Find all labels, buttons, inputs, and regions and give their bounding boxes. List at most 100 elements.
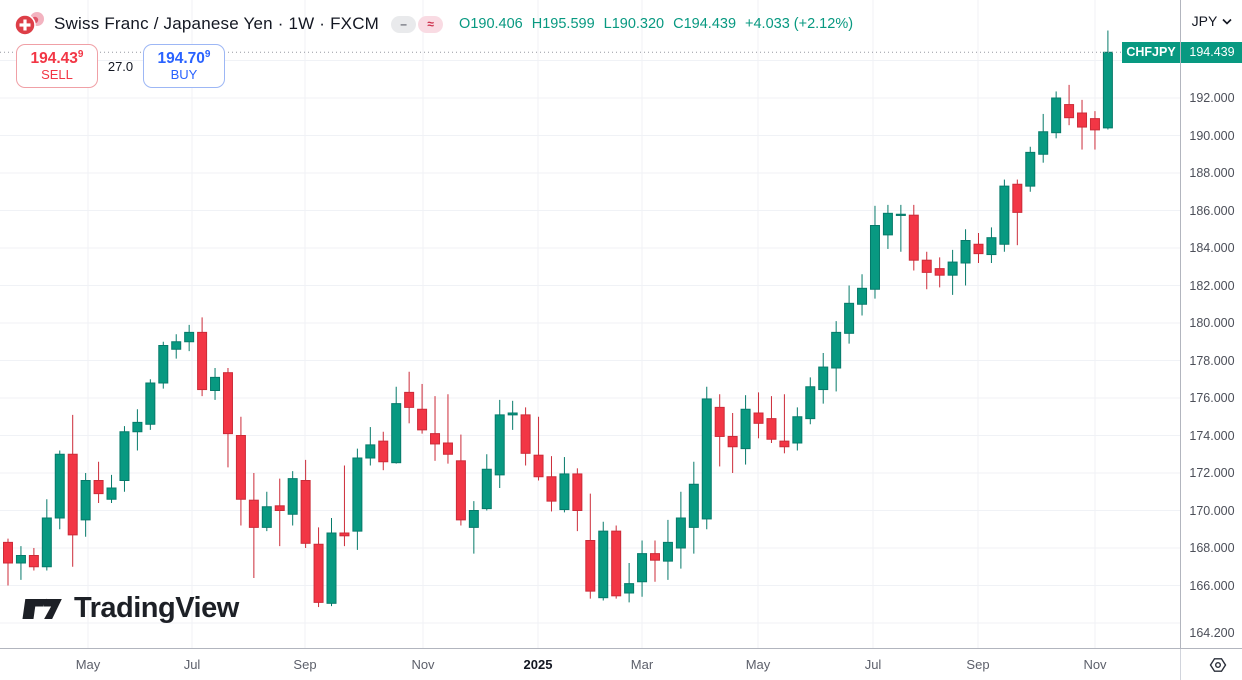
candle-body [261, 506, 272, 528]
buy-label: BUY [170, 67, 198, 83]
low-value: L190.320 [603, 16, 665, 32]
price-tick-label: 178.000 [1189, 353, 1235, 368]
price-tick-label: 190.000 [1189, 128, 1235, 143]
candle-body [442, 442, 453, 455]
candle-body [585, 540, 596, 592]
candle-body [339, 532, 350, 537]
price-tick-label: 174.000 [1189, 428, 1235, 443]
candle-body [248, 499, 259, 528]
price-axis[interactable]: JPY 192.000 190.000 188.000 186.000 184.000 1… [1180, 0, 1242, 648]
candle-body [507, 412, 518, 416]
candle-body [481, 468, 492, 510]
candle-body [313, 543, 324, 603]
candle-body [1038, 131, 1049, 155]
open-value: O190.406 [459, 16, 523, 32]
candle-body [235, 435, 246, 500]
candle-body [753, 412, 764, 424]
time-tick-label: Jul [864, 657, 882, 672]
candle-body [611, 530, 622, 597]
candle-body [805, 386, 816, 420]
candle-body [106, 487, 117, 500]
candle-body [973, 243, 984, 255]
last-price-label: 194.439 [1181, 41, 1242, 63]
candle-body [869, 225, 880, 290]
candle-body [650, 553, 660, 561]
candle-body [882, 212, 893, 236]
candle-body [559, 473, 570, 511]
candle-body [598, 530, 609, 599]
candle-body [844, 302, 855, 334]
candle-body [908, 214, 919, 261]
currency-selector[interactable]: JPY [1181, 8, 1242, 34]
candle-body [792, 416, 803, 444]
time-axis[interactable]: May Jul Sep Nov 2025 Mar May Jul Sep Nov [0, 648, 1242, 680]
time-tick-label: Nov [411, 657, 435, 672]
candle-body [365, 444, 376, 459]
candle-body [468, 510, 479, 528]
candle-body [210, 376, 221, 391]
symbol-legend: Swiss Franc / Japanese Yen · 1W · FXCM –… [12, 10, 853, 38]
candle-body [28, 555, 39, 568]
candle-body [197, 331, 208, 391]
candle-body [714, 406, 725, 437]
candle-body [1025, 151, 1036, 187]
candle-body [1102, 51, 1113, 129]
time-tick-label: Mar [630, 657, 654, 672]
candle-body [857, 287, 868, 305]
candle-body [572, 473, 583, 511]
candle-body [391, 403, 402, 464]
candle-body [222, 372, 233, 435]
time-tick-label: Sep [966, 657, 990, 672]
time-tick-label: Jul [183, 657, 201, 672]
price-tick-label: 168.000 [1189, 541, 1235, 555]
candle-body [662, 541, 673, 562]
sell-label: SELL [41, 67, 73, 83]
candle-body [417, 408, 428, 431]
time-tick-label: 2025 [523, 657, 553, 672]
candle-body [637, 553, 648, 583]
candle-body [67, 453, 78, 536]
candle-body [688, 483, 699, 528]
candle-body [404, 391, 415, 408]
buy-price: 194.709 [157, 49, 211, 68]
candle-body [326, 532, 337, 604]
candle-body [171, 341, 182, 350]
sell-button[interactable]: 194.439 SELL [16, 44, 98, 88]
candle-body [3, 541, 13, 564]
candle-body [624, 583, 635, 594]
notifications-off-icon[interactable]: – [391, 15, 417, 33]
symbol-title[interactable]: Swiss Franc / Japanese Yen · 1W · FXCM [54, 14, 380, 33]
watermark-text: TradingView [74, 592, 239, 624]
candle-body [818, 366, 829, 391]
symbol-status-pills: – ≈ [391, 15, 444, 33]
candle-body [701, 398, 712, 520]
candle-body [1051, 97, 1062, 134]
candle-body [287, 478, 298, 515]
delayed-data-icon[interactable]: ≈ [418, 15, 444, 33]
candle-body [960, 240, 971, 264]
time-tick-label: Nov [1083, 657, 1107, 672]
price-tick-label: 166.000 [1189, 578, 1235, 593]
candle-body [300, 480, 311, 544]
candle-body [80, 480, 91, 521]
candle-body [766, 418, 777, 440]
candle-body [494, 414, 505, 476]
change-value: +4.033 (+2.12%) [745, 16, 854, 32]
candle-body [740, 408, 751, 450]
candle-body [1077, 112, 1088, 128]
candlestick-chart[interactable] [0, 0, 1180, 648]
candle-body [274, 505, 285, 511]
candle-body [727, 435, 738, 448]
candle-body [895, 213, 906, 216]
price-tick-label: 184.000 [1189, 241, 1235, 255]
candle-body [999, 185, 1010, 245]
price-tick-label: 176.000 [1189, 391, 1235, 405]
buy-button[interactable]: 194.709 BUY [143, 44, 225, 88]
candle-body [520, 414, 531, 454]
price-edge-label: 164.200 [1189, 626, 1235, 640]
time-tick-label: May [75, 657, 101, 672]
candle-body [378, 440, 389, 463]
axis-settings-icon[interactable] [1208, 655, 1228, 675]
chevron-down-icon [1222, 18, 1232, 25]
close-value: C194.439 [673, 16, 737, 32]
